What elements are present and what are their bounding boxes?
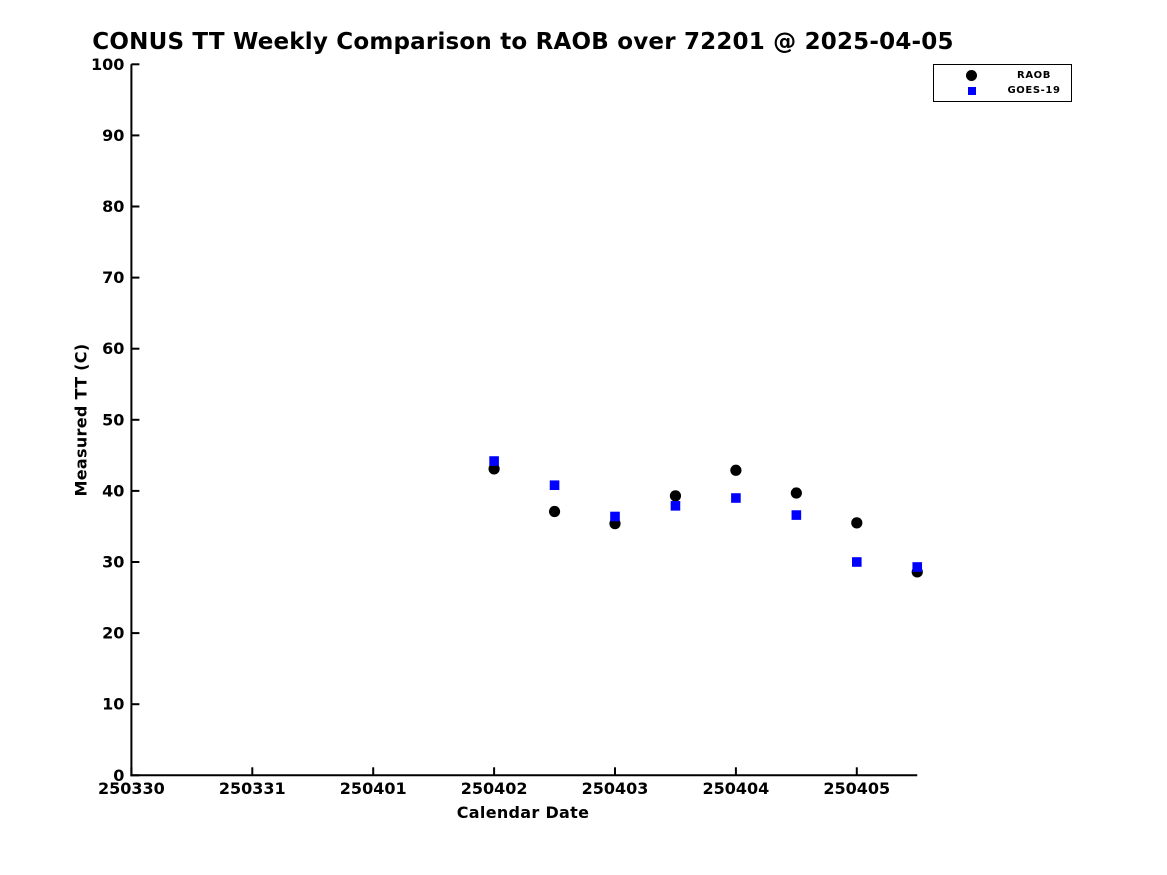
raob-point xyxy=(548,505,561,518)
goes-19-point xyxy=(791,510,802,520)
x-tick-label: 250401 xyxy=(340,779,407,798)
y-tick-label: 50 xyxy=(102,410,124,429)
y-tick-label: 100 xyxy=(91,55,124,74)
x-tick-label: 250402 xyxy=(461,779,528,798)
raob-point xyxy=(790,487,802,499)
legend-item-raob: RAOB xyxy=(934,69,1071,81)
y-tick-label: 40 xyxy=(102,481,124,500)
x-axis-title: Calendar Date xyxy=(456,803,590,822)
y-tick-label: 90 xyxy=(102,126,124,145)
x-tick-label: 250404 xyxy=(703,779,770,798)
goes-19-point xyxy=(912,562,923,572)
goes-19-point xyxy=(610,511,620,522)
legend: RAOB GOES-19 xyxy=(933,64,1072,102)
y-tick-label: 60 xyxy=(102,339,124,358)
goes-19-point xyxy=(489,456,499,466)
goes-19-point xyxy=(549,480,560,491)
y-tick-label: 10 xyxy=(102,695,124,714)
goes-19-square-icon xyxy=(967,86,976,95)
raob-point xyxy=(669,490,682,502)
raob-point xyxy=(488,463,500,475)
y-tick-label: 80 xyxy=(102,197,124,216)
raob-point xyxy=(851,517,863,529)
x-tick-label: 250403 xyxy=(582,779,649,798)
x-tick-label: 250331 xyxy=(219,779,286,798)
legend-label-goes19: GOES-19 xyxy=(1007,85,1061,97)
y-tick-label: 70 xyxy=(102,268,124,287)
chart-title: CONUS TT Weekly Comparison to RAOB over … xyxy=(92,29,954,55)
legend-label-raob: RAOB xyxy=(1017,69,1051,81)
goes-19-point xyxy=(852,557,862,567)
raob-circle-icon xyxy=(966,69,977,81)
y-tick-label: 20 xyxy=(102,624,124,643)
y-axis-title: Measured TT (C) xyxy=(71,343,91,497)
goes-19-point xyxy=(731,493,741,503)
y-tick-label: 30 xyxy=(102,553,124,572)
x-tick-label: 250405 xyxy=(823,779,890,798)
goes-19-point xyxy=(670,501,681,511)
raob-point xyxy=(730,464,742,476)
y-tick-label: 0 xyxy=(113,766,124,785)
legend-item-goes19: GOES-19 xyxy=(934,85,1071,96)
x-tick-label: 250330 xyxy=(98,779,165,798)
